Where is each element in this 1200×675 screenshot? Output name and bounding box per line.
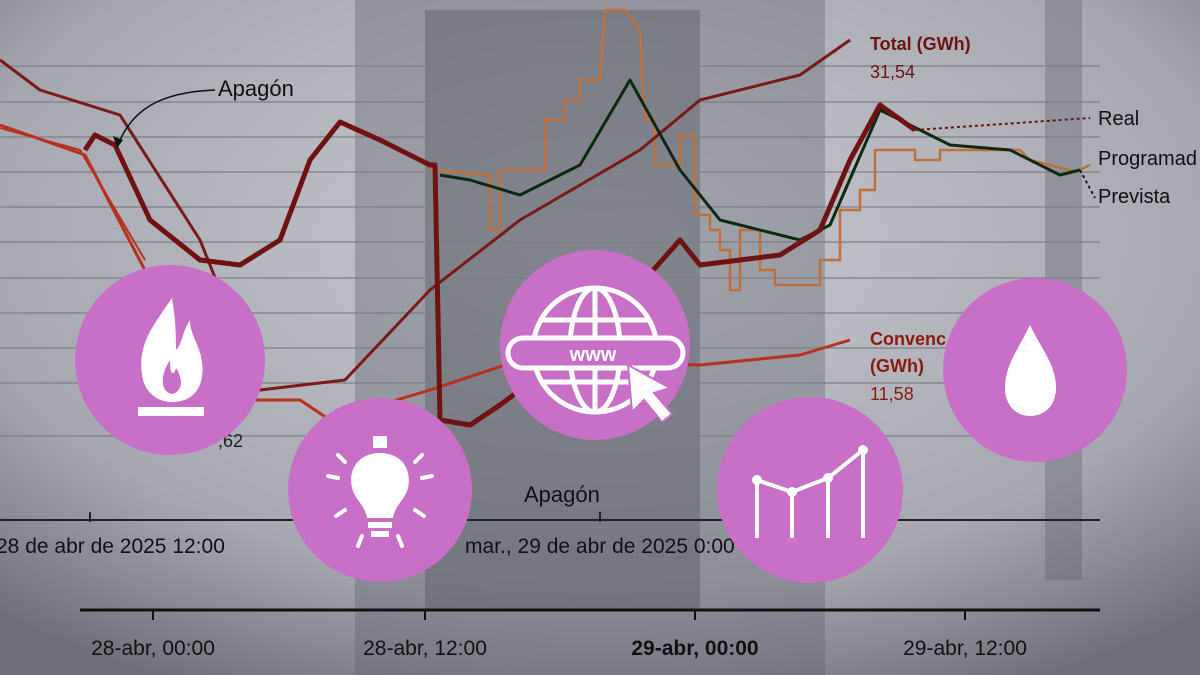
label: Real — [1098, 108, 1139, 130]
curves — [0, 8, 1096, 428]
label: Programad — [1098, 148, 1197, 170]
chart-icon — [717, 397, 903, 583]
label: Total (GWh) — [870, 34, 971, 54]
x-tick-label: mar., 29 de abr de 2025 0:00 — [465, 535, 735, 558]
x-tick-label: 28-abr, 00:00 — [91, 637, 215, 660]
x-tick-label: 29-abr, 12:00 — [903, 637, 1027, 660]
label: (GWh) — [870, 356, 924, 376]
x-tick-label: 28-abr, 12:00 — [363, 637, 487, 660]
label: 11,58 — [870, 384, 914, 404]
label: 31,54 — [870, 62, 915, 82]
drop-icon — [943, 278, 1127, 462]
x-tick-label: 29-abr, 00:00 — [631, 637, 758, 660]
web-icon: www — [500, 250, 690, 440]
gas-icon — [75, 265, 265, 455]
x-tick-label: 28 de abr de 2025 12:00 — [0, 535, 225, 558]
label: Convenc — [870, 329, 946, 349]
icon-glyph: www — [569, 344, 617, 366]
annotation: Apagón — [218, 76, 294, 101]
annotation: Apagón — [524, 482, 600, 507]
axes — [0, 512, 1100, 620]
label: Prevista — [1098, 186, 1171, 208]
bulb-icon — [288, 398, 472, 582]
